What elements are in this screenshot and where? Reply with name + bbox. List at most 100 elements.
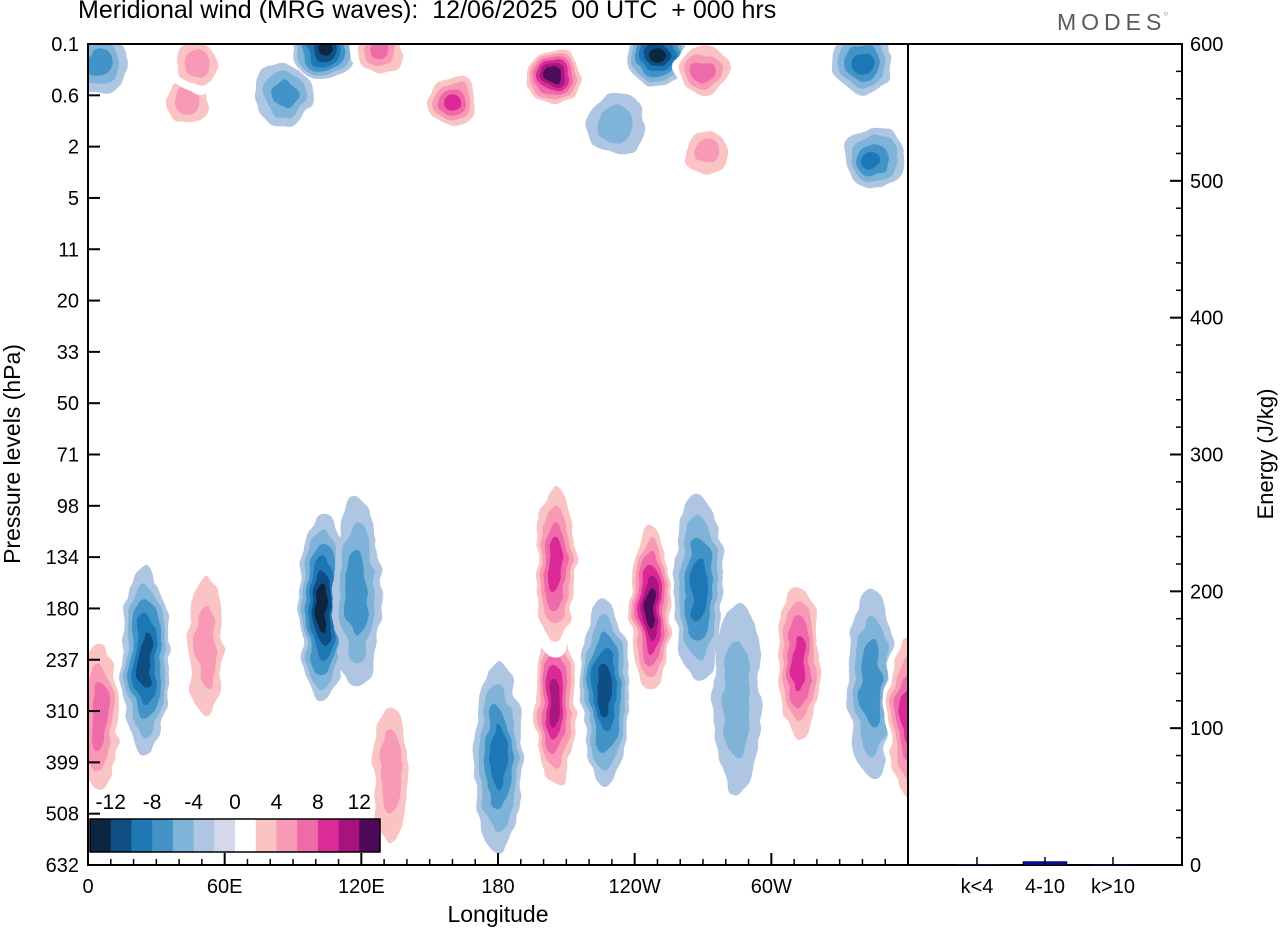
contour-feature bbox=[581, 596, 630, 787]
y-tick-label: 237 bbox=[46, 650, 79, 672]
colorbar-label: -12 bbox=[96, 791, 126, 814]
energy-panel: 0 100 200 300 400 500 600 k<4 4-10 k>10 bbox=[907, 34, 1223, 898]
x-tick-label: 180 bbox=[481, 876, 514, 898]
contour-band bbox=[694, 138, 721, 166]
colorbar-frame bbox=[89, 818, 381, 853]
contour-feature bbox=[832, 44, 893, 94]
contour-band bbox=[651, 49, 664, 62]
contour-band bbox=[690, 554, 707, 621]
contour-feature bbox=[332, 498, 381, 689]
y-tick-label: 399 bbox=[46, 752, 79, 774]
contour-feature bbox=[120, 564, 169, 755]
y-tick-label: 33 bbox=[57, 342, 79, 364]
contour-band bbox=[369, 44, 390, 60]
y-tick-label: 11 bbox=[58, 239, 79, 261]
colorbar-swatch bbox=[297, 819, 319, 852]
chart-title: Meridional wind (MRG waves): 12/06/2025 … bbox=[78, 0, 777, 24]
contour-feature bbox=[167, 44, 228, 94]
contour-band bbox=[346, 551, 368, 636]
y-tick-label: 310 bbox=[46, 701, 79, 723]
colorbar-swatch bbox=[276, 819, 298, 852]
colorbar-label: 0 bbox=[229, 791, 241, 814]
x-axis-label: Longitude bbox=[447, 901, 548, 927]
colorbar-swatch bbox=[214, 819, 236, 852]
colorbar-swatch bbox=[110, 819, 132, 852]
contour-feature bbox=[182, 550, 231, 741]
colorbar-swatch bbox=[193, 819, 215, 852]
colorbar-swatch bbox=[235, 819, 257, 852]
registered-mark-icon: ○ bbox=[1163, 9, 1169, 18]
contour-feature bbox=[626, 513, 675, 704]
y-axis: 0.1 0.6 2 5 11 20 33 50 71 98 134 180 237 310 399 508 63… bbox=[46, 34, 100, 877]
energy-tick-label: 0 bbox=[1190, 855, 1201, 877]
contour-feature bbox=[674, 492, 723, 683]
y-tick-label: 5 bbox=[68, 188, 79, 210]
colorbar-swatch bbox=[317, 819, 340, 852]
colorbar-label: 12 bbox=[348, 791, 371, 814]
contour-band bbox=[645, 588, 656, 629]
contour-band bbox=[88, 50, 113, 78]
contour-band bbox=[852, 53, 873, 75]
x-tick-label: 0 bbox=[82, 876, 93, 898]
contour-band bbox=[692, 59, 714, 81]
contour-feature bbox=[884, 622, 908, 813]
x-axis: 0 60E 120E 180 120W 60W bbox=[82, 853, 886, 898]
x-tick-label: 60W bbox=[751, 876, 792, 898]
y-axis-label: Pressure levels (hPa) bbox=[0, 344, 25, 564]
colorbar-swatch bbox=[359, 819, 381, 852]
contour-band bbox=[722, 639, 752, 757]
colorbar-label: -4 bbox=[184, 791, 203, 814]
contour-feature bbox=[673, 44, 733, 101]
contour-feature bbox=[253, 65, 314, 126]
contour-band bbox=[270, 82, 298, 109]
x-tick-label: 60E bbox=[207, 876, 243, 898]
contour-feature bbox=[586, 94, 647, 155]
contour-feature bbox=[524, 45, 585, 106]
y-tick-label: 71 bbox=[57, 445, 79, 467]
contour-band bbox=[548, 537, 562, 592]
contour-band bbox=[317, 44, 333, 57]
y-tick-label: 50 bbox=[57, 393, 79, 415]
x-tick-label: 120W bbox=[609, 876, 661, 898]
contour-band bbox=[597, 106, 635, 144]
contour-band bbox=[195, 603, 218, 689]
brand-text: MODES bbox=[1057, 9, 1167, 35]
colorbar-swatch bbox=[90, 819, 112, 852]
y-tick-label: 180 bbox=[46, 598, 79, 620]
contour-feature bbox=[422, 71, 483, 132]
y-tick-label: 20 bbox=[57, 291, 79, 313]
energy-tick-label: 600 bbox=[1190, 34, 1223, 56]
y-tick-label: 0.1 bbox=[51, 34, 79, 56]
y-tick-label: 98 bbox=[57, 496, 79, 518]
contour-band bbox=[549, 681, 561, 728]
contour-band bbox=[443, 93, 462, 111]
contour-feature bbox=[530, 609, 579, 800]
contour-feature bbox=[774, 567, 823, 758]
colorbar-label: 8 bbox=[312, 791, 324, 814]
contour-feature bbox=[88, 622, 124, 813]
y-tick-label: 0.6 bbox=[51, 85, 79, 107]
colorbar-swatch bbox=[338, 819, 360, 852]
colorbar-swatch bbox=[152, 819, 174, 852]
contour-band bbox=[174, 88, 202, 116]
energy-tick-label: 300 bbox=[1190, 445, 1223, 467]
contour-feature bbox=[530, 469, 579, 660]
colorbar-swatch bbox=[131, 819, 153, 852]
y-tick-label: 508 bbox=[46, 804, 79, 826]
contour-feature bbox=[843, 129, 904, 190]
energy-category-label: k<4 bbox=[961, 876, 994, 898]
energy-tick-label: 500 bbox=[1190, 171, 1223, 193]
energy-category-label: 4-10 bbox=[1025, 876, 1065, 898]
heatmap-field bbox=[88, 44, 908, 865]
contour-band bbox=[598, 664, 612, 719]
colorbar-label: -8 bbox=[143, 791, 162, 814]
contour-feature bbox=[474, 662, 522, 853]
contour-band bbox=[184, 50, 211, 78]
energy-axis-label: Energy (J/kg) bbox=[1253, 389, 1278, 520]
contour-band bbox=[549, 69, 561, 82]
y-tick-label: 134 bbox=[46, 547, 79, 569]
contour-band bbox=[860, 642, 883, 727]
energy-frame bbox=[907, 43, 1183, 866]
x-tick-label: 120E bbox=[338, 876, 385, 898]
